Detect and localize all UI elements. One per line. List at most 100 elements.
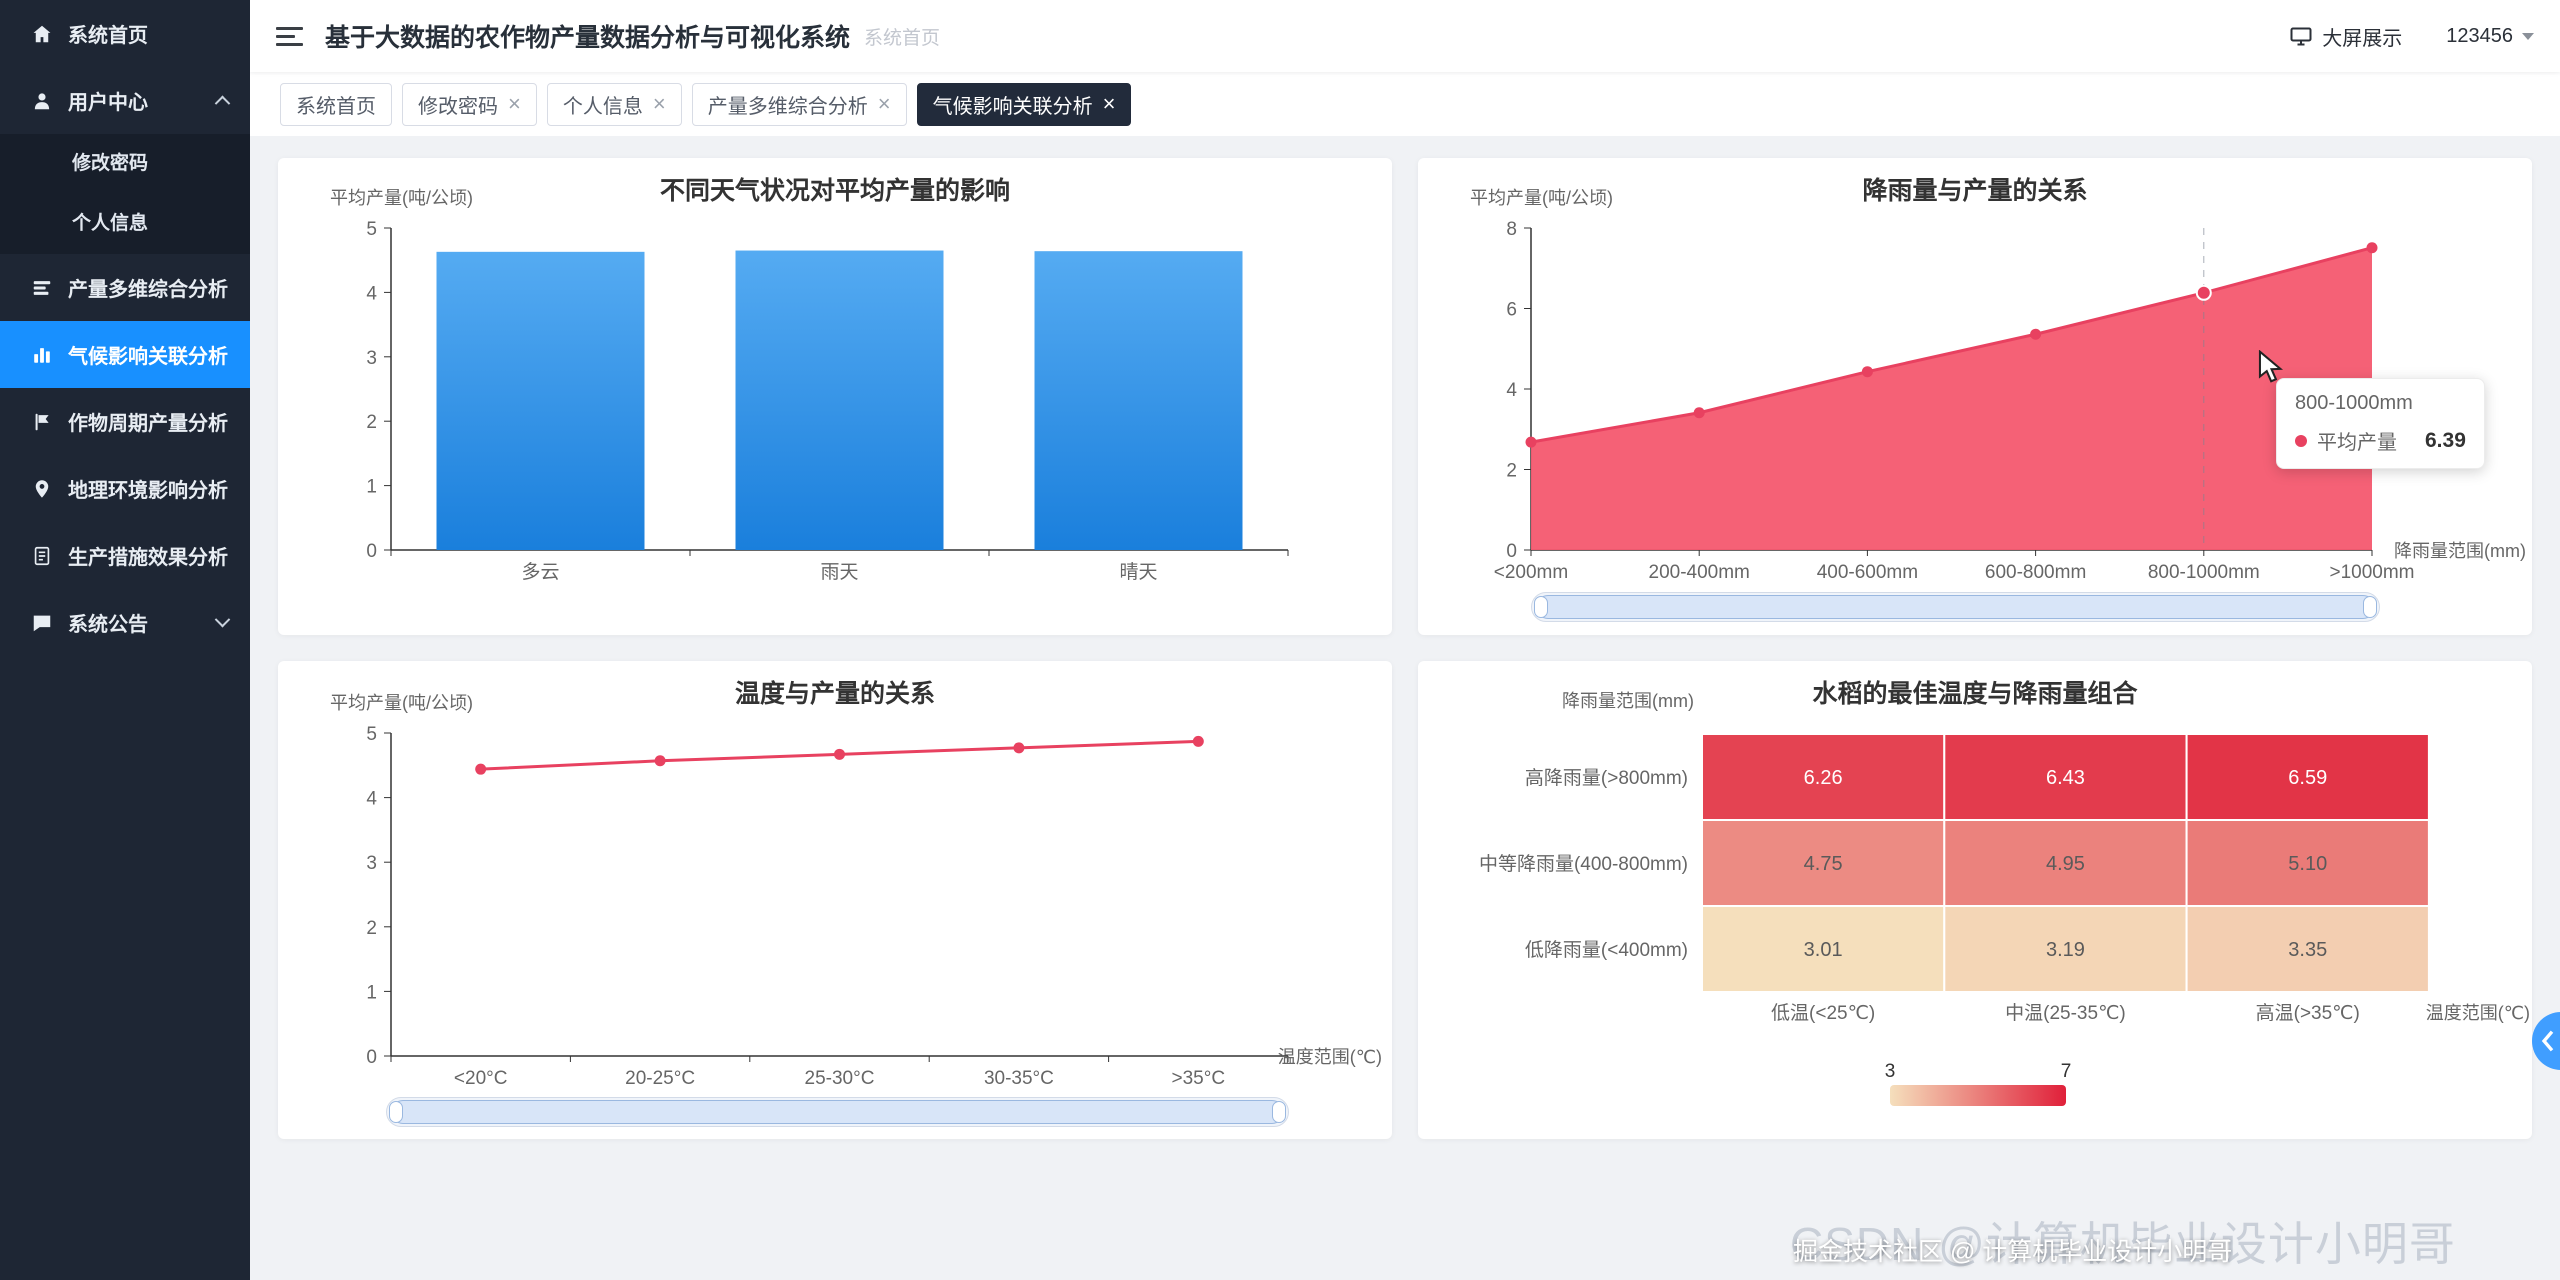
svg-text:低降雨量(<400mm): 低降雨量(<400mm)	[1525, 939, 1688, 961]
svg-text:平均产量(吨/公顷): 平均产量(吨/公顷)	[1470, 188, 1613, 208]
tab-change-password[interactable]: 修改密码 ×	[402, 82, 537, 126]
datazoom-range[interactable]	[1536, 595, 2375, 619]
svg-text:3.19: 3.19	[2046, 939, 2085, 961]
combo-heatmap-chart[interactable]: 降雨量范围(mm) 6.26 6.43 6.59 高降雨量(>800mm) 4.75 4.9…	[1418, 661, 2532, 1139]
chart-title: 不同天气状况对平均产量的影响	[659, 177, 1010, 205]
sidebar-subitem-change-password[interactable]: 修改密码	[0, 134, 250, 194]
optimal-combo-heatmap-card: 水稻的最佳温度与降雨量组合 降雨量范围(mm) 6.26 6.43 6.59 高降雨量(…	[1418, 661, 2532, 1139]
mouse-cursor	[2258, 350, 2284, 383]
svg-text:低温(<25℃): 低温(<25℃)	[1771, 1002, 1875, 1024]
datazoom-slider[interactable]	[1531, 592, 2380, 622]
svg-text:800-1000mm: 800-1000mm	[2148, 562, 2260, 583]
svg-text:3.01: 3.01	[1804, 939, 1843, 961]
svg-text:5: 5	[366, 219, 377, 240]
header-actions: 大屏展示 123456	[2289, 22, 2534, 51]
svg-text:7: 7	[2061, 1061, 2072, 1082]
charts-grid: 不同天气状况对平均产量的影响 平均产量(吨/公顷) 0 1 2 3 4 5 多云 雨天 晴天 降雨…	[278, 158, 2532, 1139]
svg-text:2: 2	[366, 918, 377, 939]
sidebar-item-user-center[interactable]: 用户中心	[0, 67, 250, 134]
chart-title: 降雨量与产量的关系	[1862, 177, 2088, 205]
sidebar-item-yield-multi-analysis[interactable]: 产量多维综合分析	[0, 254, 250, 321]
svg-text:1: 1	[366, 477, 377, 498]
svg-text:20-25°C: 20-25°C	[625, 1068, 695, 1089]
close-icon[interactable]: ×	[652, 91, 666, 116]
sidebar-item-production-analysis[interactable]: 生产措施效果分析	[0, 522, 250, 589]
svg-text:5: 5	[366, 724, 377, 745]
sidebar-item-home[interactable]: 系统首页	[0, 0, 250, 67]
close-icon[interactable]: ×	[508, 91, 521, 116]
svg-text:4: 4	[1506, 380, 1517, 401]
sidebar-item-label: 气候影响关联分析	[68, 346, 228, 368]
svg-text:3: 3	[366, 348, 377, 369]
svg-text:平均产量(吨/公顷): 平均产量(吨/公顷)	[330, 693, 473, 713]
sidebar-item-announcements[interactable]: 系统公告	[0, 589, 250, 656]
sidebar-subitem-profile[interactable]: 个人信息	[0, 194, 250, 254]
datazoom-handle-left[interactable]	[1534, 596, 1548, 618]
svg-text:晴天: 晴天	[1119, 561, 1157, 583]
svg-text:高温(>35℃): 高温(>35℃)	[2256, 1002, 2360, 1024]
svg-text:400-600mm: 400-600mm	[1817, 562, 1918, 583]
sidebar-item-label: 用户中心	[68, 92, 148, 114]
datazoom-range[interactable]	[391, 1100, 1284, 1124]
sidebar-item-crop-cycle-analysis[interactable]: 作物周期产量分析	[0, 388, 250, 455]
document-icon	[30, 544, 54, 568]
menu-toggle-icon[interactable]	[276, 26, 303, 46]
datazoom-slider[interactable]	[386, 1097, 1289, 1127]
rainfall-area-chart[interactable]: 平均产量(吨/公顷) 0 2 4 6 8 <200mm 200-400mm 400-600mm 6…	[1418, 158, 2532, 635]
svg-text:>1000mm: >1000mm	[2329, 562, 2414, 583]
header: 基于大数据的农作物产量数据分析与可视化系统 系统首页 大屏展示 123456	[250, 0, 2560, 72]
svg-text:平均产量(吨/公顷): 平均产量(吨/公顷)	[330, 188, 473, 208]
tab-label: 气候影响关联分析	[932, 95, 1093, 118]
tooltip-title: 800-1000mm	[2295, 392, 2413, 414]
tab-label: 产量多维综合分析	[707, 95, 868, 118]
svg-text:降雨量范围(mm): 降雨量范围(mm)	[1562, 691, 1694, 711]
svg-text:<200mm: <200mm	[1494, 562, 1568, 583]
svg-text:25-30°C: 25-30°C	[805, 1068, 875, 1089]
chevron-down-icon	[214, 611, 231, 628]
sidebar-item-geo-analysis[interactable]: 地理环境影响分析	[0, 455, 250, 522]
svg-text:6.26: 6.26	[1804, 767, 1843, 789]
svg-text:0: 0	[366, 541, 377, 562]
big-screen-label: 大屏展示	[2322, 27, 2403, 50]
svg-text:>35°C: >35°C	[1172, 1068, 1226, 1089]
svg-text:中温(25-35℃): 中温(25-35℃)	[2005, 1002, 2126, 1024]
content: 不同天气状况对平均产量的影响 平均产量(吨/公顷) 0 1 2 3 4 5 多云 雨天 晴天 降雨…	[250, 136, 2560, 1280]
main-area: 基于大数据的农作物产量数据分析与可视化系统 系统首页 大屏展示 123456 系…	[250, 0, 2560, 1280]
svg-text:2: 2	[366, 412, 377, 433]
sidebar-item-label: 产量多维综合分析	[68, 279, 228, 301]
chevron-up-icon	[214, 95, 231, 112]
user-menu[interactable]: 123456	[2446, 25, 2534, 48]
watermark-csdn: CSDN @计算机毕业设计小明哥	[1790, 1218, 2456, 1270]
tab-yield-multi-analysis[interactable]: 产量多维综合分析 ×	[691, 82, 907, 126]
chevron-down-icon	[2522, 32, 2534, 40]
close-icon[interactable]: ×	[877, 91, 891, 116]
svg-text:0: 0	[366, 1047, 377, 1068]
datazoom-handle-left[interactable]	[389, 1101, 403, 1123]
tab-label: 修改密码	[418, 95, 498, 118]
weather-bar-chart[interactable]: 平均产量(吨/公顷) 0 1 2 3 4 5 多云 雨天 晴天	[278, 158, 1392, 635]
chart-tooltip: 800-1000mm 平均产量 6.39	[2276, 378, 2485, 469]
sidebar: 系统首页用户中心修改密码 个人信息产量多维综合分析 气候影响关联分析作物周期产量分析…	[0, 0, 250, 1280]
svg-text:6: 6	[1506, 300, 1517, 321]
close-icon[interactable]: ×	[1102, 91, 1116, 116]
sidebar-item-label: 系统公告	[68, 614, 148, 636]
temperature-line-chart[interactable]: 平均产量(吨/公顷) 0 1 2 3 4 5 <20°C 20-25°C 25-30°C 30-35…	[278, 661, 1392, 1139]
sidebar-item-label: 地理环境影响分析	[68, 480, 228, 502]
svg-text:中等降雨量(400-800mm): 中等降雨量(400-800mm)	[1479, 853, 1688, 875]
rainfall-yield-card: 降雨量与产量的关系 平均产量(吨/公顷) 0 2 4 6 8 <200mm 200-400mm…	[1418, 158, 2532, 635]
tab-climate-analysis[interactable]: 气候影响关联分析 ×	[916, 82, 1132, 126]
chevron-left-icon	[2541, 1030, 2554, 1052]
svg-text:6.59: 6.59	[2288, 767, 2327, 789]
sidebar-item-climate-analysis[interactable]: 气候影响关联分析	[0, 321, 250, 388]
tab-profile[interactable]: 个人信息 ×	[546, 82, 682, 126]
svg-text:8: 8	[1506, 219, 1517, 240]
tab-home[interactable]: 系统首页	[280, 82, 392, 126]
svg-text:2: 2	[1506, 461, 1517, 482]
tooltip-series: 平均产量	[2317, 432, 2397, 454]
svg-text:6.43: 6.43	[2046, 767, 2085, 789]
datazoom-handle-right[interactable]	[1272, 1101, 1286, 1123]
username: 123456	[2446, 24, 2513, 47]
svg-text:5.10: 5.10	[2288, 853, 2327, 875]
datazoom-handle-right[interactable]	[2363, 596, 2377, 618]
big-screen-button[interactable]: 大屏展示	[2289, 22, 2402, 51]
